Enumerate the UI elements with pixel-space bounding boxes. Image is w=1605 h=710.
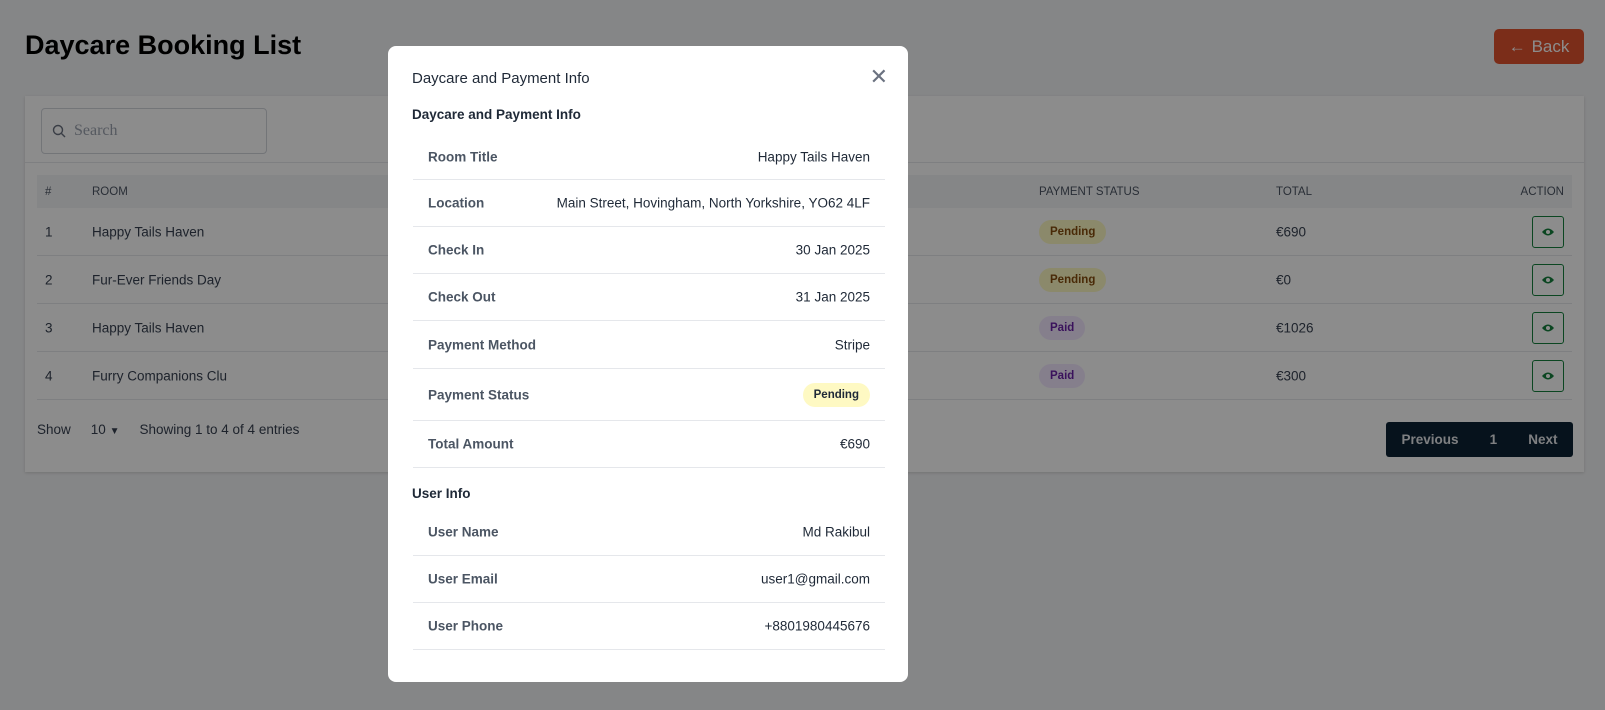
total-value: €0 <box>1276 272 1292 287</box>
view-button[interactable] <box>1532 311 1564 344</box>
back-button[interactable]: ← Back <box>1494 29 1584 64</box>
room-name: Fur-Ever Friends Day <box>92 272 222 287</box>
detail-value: Happy Tails Haven <box>757 149 870 164</box>
row-num: 4 <box>45 368 53 383</box>
status-badge: Pending <box>1039 267 1107 292</box>
header-num: # <box>45 185 52 198</box>
user-value: user1@gmail.com <box>761 571 870 587</box>
user-info-row: User Phone +8801980445676 <box>413 603 885 650</box>
room-name: Furry Companions Clu <box>92 368 228 383</box>
header-payment-status: PAYMENT STATUS <box>1039 185 1140 198</box>
user-value: Md Rakibul <box>802 524 870 540</box>
detail-row: Check Out 31 Jan 2025 <box>413 274 885 321</box>
row-num: 3 <box>45 320 53 335</box>
status-badge: Paid <box>1039 315 1086 340</box>
modal-title: Daycare and Payment Info <box>412 70 590 87</box>
table-footer: Show 10 ▼ Showing 1 to 4 of 4 entries <box>37 422 299 437</box>
pagination: Previous 1 Next <box>1386 422 1573 457</box>
room-name: Happy Tails Haven <box>92 224 205 239</box>
booking-detail-modal: Daycare and Payment Info ✕ Daycare and P… <box>388 46 908 682</box>
detail-value: 31 Jan 2025 <box>795 289 870 305</box>
detail-label: Total Amount <box>428 436 514 452</box>
payment-status-badge: Pending <box>802 382 870 407</box>
detail-row: Payment Method Stripe <box>413 321 885 369</box>
detail-row: Room Title Happy Tails Haven <box>413 134 885 180</box>
total-value: €300 <box>1276 368 1307 383</box>
header-action: ACTION <box>1520 185 1564 198</box>
page-title: Daycare Booking List <box>25 30 302 60</box>
previous-button[interactable]: Previous <box>1401 432 1459 447</box>
detail-label: Room Title <box>428 149 498 164</box>
page-size-select[interactable]: 10 ▼ <box>91 422 120 437</box>
detail-row: Total Amount €690 <box>413 421 885 468</box>
search-input[interactable]: Search <box>41 108 267 154</box>
header-room: ROOM <box>92 185 128 198</box>
next-button[interactable]: Next <box>1528 432 1558 447</box>
page-size-value: 10 <box>90 422 106 437</box>
detail-row: Payment Status Pending <box>413 369 885 421</box>
eye-icon <box>1542 372 1554 379</box>
total-value: €690 <box>1276 224 1307 239</box>
section-title-user: User Info <box>412 486 471 501</box>
detail-label: Check Out <box>428 289 496 305</box>
detail-label: Payment Status <box>428 387 530 402</box>
user-info-row: User Email user1@gmail.com <box>413 556 885 603</box>
row-num: 2 <box>45 272 53 287</box>
show-label: Show <box>37 422 71 437</box>
entries-info: Showing 1 to 4 of 4 entries <box>139 422 300 437</box>
back-label: Back <box>1531 36 1570 56</box>
arrow-left-icon: ← <box>1508 36 1526 56</box>
view-button[interactable] <box>1532 359 1564 392</box>
detail-label: Check In <box>428 242 485 258</box>
user-label: User Email <box>428 571 498 587</box>
chevron-down-icon: ▼ <box>109 426 120 437</box>
section-title-daycare: Daycare and Payment Info <box>412 107 581 122</box>
page-1-button[interactable]: 1 <box>1489 432 1498 447</box>
table-row: 2 Fur-Ever Friends Day Pending €0 <box>37 256 1572 304</box>
detail-value: Main Street, Hovingham, North Yorkshire,… <box>556 195 870 211</box>
room-name: Happy Tails Haven <box>92 320 205 335</box>
close-icon[interactable]: ✕ <box>869 64 888 89</box>
user-label: User Name <box>428 524 499 540</box>
detail-value: €690 <box>839 436 870 452</box>
search-placeholder: Search <box>74 122 118 139</box>
user-label: User Phone <box>428 618 504 634</box>
eye-icon <box>1542 276 1554 283</box>
view-button[interactable] <box>1532 263 1564 296</box>
view-button[interactable] <box>1532 215 1564 248</box>
header-total: TOTAL <box>1276 185 1312 198</box>
search-icon <box>52 124 66 138</box>
user-value: +8801980445676 <box>764 618 871 634</box>
total-value: €1026 <box>1276 320 1314 335</box>
user-info-row: User Name Md Rakibul <box>413 509 885 556</box>
detail-label: Location <box>428 195 485 211</box>
detail-row: Check In 30 Jan 2025 <box>413 227 885 274</box>
detail-label: Payment Method <box>428 337 537 352</box>
eye-icon <box>1542 228 1554 235</box>
detail-value: 30 Jan 2025 <box>795 242 870 258</box>
detail-value: Stripe <box>834 337 870 352</box>
status-badge: Pending <box>1039 219 1107 244</box>
eye-icon <box>1542 324 1554 331</box>
status-badge: Paid <box>1039 363 1086 388</box>
detail-row: Location Main Street, Hovingham, North Yo… <box>413 180 885 227</box>
row-num: 1 <box>45 224 53 239</box>
